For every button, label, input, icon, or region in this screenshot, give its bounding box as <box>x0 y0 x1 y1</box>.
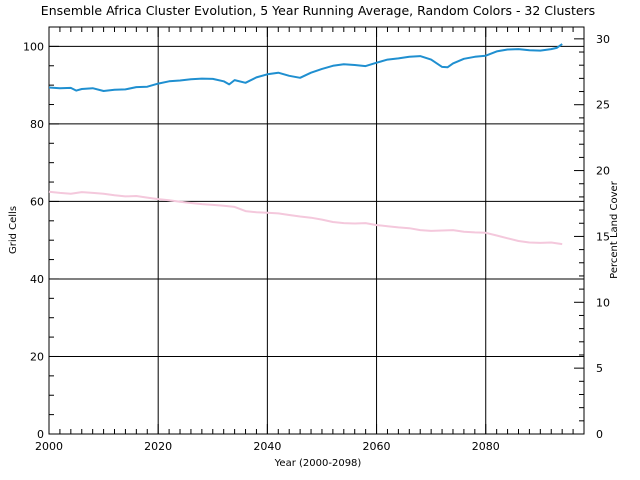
y-tick-label: 60 <box>30 195 44 208</box>
y2-tick-label: 15 <box>596 230 610 243</box>
x-axis-label: Year (2000-2098) <box>274 458 362 469</box>
y2-tick-label: 5 <box>596 362 603 375</box>
y-tick-label: 0 <box>37 428 44 441</box>
x-tick-label: 2000 <box>35 440 63 453</box>
y-tick-label: 20 <box>30 350 44 363</box>
y2-tick-label: 25 <box>596 99 610 112</box>
y2-tick-label: 0 <box>596 428 603 441</box>
axis-ticks <box>48 27 585 435</box>
y2-axis-label: Percent Land Cover <box>609 180 620 279</box>
chart-title: Ensemble Africa Cluster Evolution, 5 Yea… <box>41 3 595 18</box>
x-tick-label: 2020 <box>144 440 172 453</box>
series-line-2 <box>48 190 563 246</box>
y-tick-label: 100 <box>23 40 44 53</box>
x-tick-label: 2040 <box>253 440 281 453</box>
x-tick-label: 2080 <box>472 440 500 453</box>
y2-tick-label: 20 <box>596 165 610 178</box>
y-tick-label: 40 <box>30 273 44 286</box>
x-tick-label: 2060 <box>363 440 391 453</box>
y2-tick-label: 10 <box>596 296 610 309</box>
y2-tick-label: 30 <box>596 33 610 46</box>
tick-labels: 2000 2020 2040 2060 208002040608010005101520… <box>23 33 610 453</box>
series-line-1 <box>48 43 563 92</box>
y-axis-label: Grid Cells <box>8 206 19 254</box>
gridlines <box>49 27 584 434</box>
series-layer <box>48 43 563 246</box>
plot-frame <box>48 26 585 435</box>
y-tick-label: 80 <box>30 118 44 131</box>
